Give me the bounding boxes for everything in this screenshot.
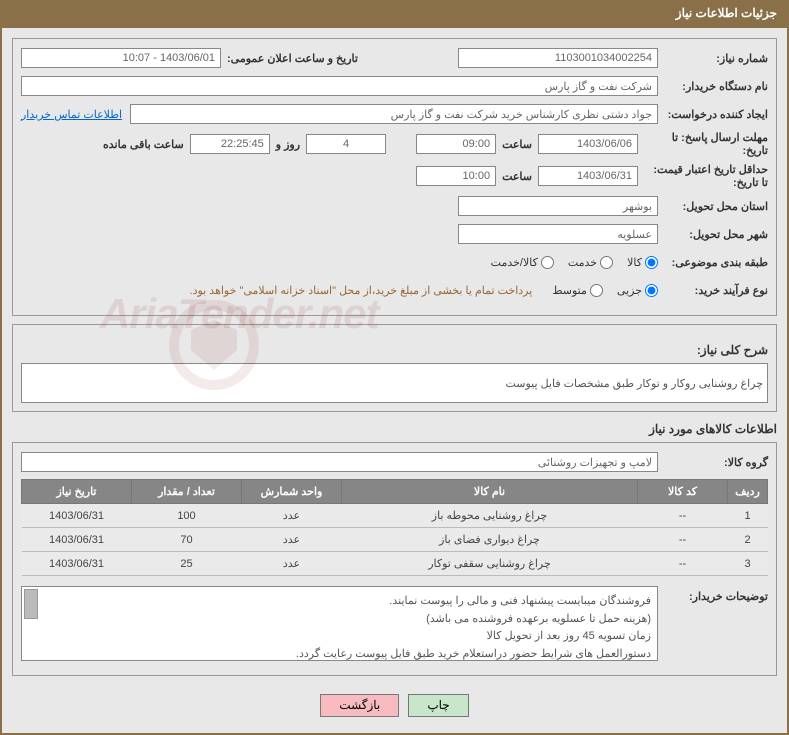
table-row: 1--چراغ روشنایی محوطه بازعدد1001403/06/3… bbox=[22, 504, 768, 528]
creator-value: جواد دشتی نظری کارشناس خرید شرکت نفت و گ… bbox=[130, 104, 658, 124]
th-idx: ردیف bbox=[728, 480, 768, 504]
countdown-time: 22:25:45 bbox=[190, 134, 270, 154]
cell-qty: 70 bbox=[132, 528, 242, 552]
radio-minor[interactable]: جزیی bbox=[617, 284, 658, 297]
validity-label: حداقل تاریخ اعتبار قیمت: تا تاریخ: bbox=[638, 163, 768, 189]
city-value: عسلویه bbox=[458, 224, 658, 244]
cell-unit: عدد bbox=[242, 552, 342, 576]
info-panel: شماره نیاز: 1103001034002254 تاریخ و ساع… bbox=[12, 38, 777, 316]
validity-time: 10:00 bbox=[416, 166, 496, 186]
time-label-1: ساعت bbox=[496, 138, 538, 151]
back-button[interactable]: بازگشت bbox=[320, 694, 399, 717]
th-date: تاریخ نیاز bbox=[22, 480, 132, 504]
table-row: 3--چراغ روشنایی سقفی توکارعدد251403/06/3… bbox=[22, 552, 768, 576]
time-label-2: ساعت bbox=[496, 170, 538, 183]
process-label: نوع فرآیند خرید: bbox=[658, 284, 768, 297]
th-name: نام کالا bbox=[342, 480, 638, 504]
days-remaining: 4 bbox=[306, 134, 386, 154]
cell-qty: 25 bbox=[132, 552, 242, 576]
cell-code: -- bbox=[638, 504, 728, 528]
validity-date: 1403/06/31 bbox=[538, 166, 638, 186]
note-line-3: زمان تسویه 45 روز بعد از تحویل کالا bbox=[28, 628, 651, 646]
remain-label: ساعت باقی مانده bbox=[97, 138, 190, 151]
buyer-value: شرکت نفت و گاز پارس bbox=[21, 76, 658, 96]
cell-date: 1403/06/31 bbox=[22, 504, 132, 528]
cell-qty: 100 bbox=[132, 504, 242, 528]
note-line-4: دستورالعمل های شرایط حضور دراستعلام خرید… bbox=[28, 646, 651, 661]
desc-label: شرح کلی نیاز: bbox=[21, 343, 768, 357]
buyer-notes-label: توضیحات خریدار: bbox=[658, 586, 768, 603]
radio-kala[interactable]: کالا bbox=[627, 256, 658, 269]
buyer-contact-link[interactable]: اطلاعات تماس خریدار bbox=[21, 108, 122, 121]
cell-name: چراغ دیواری فضای باز bbox=[342, 528, 638, 552]
print-button[interactable]: چاپ bbox=[408, 694, 468, 717]
cell-date: 1403/06/31 bbox=[22, 552, 132, 576]
note-line-1: فروشندگان میبایست پیشنهاد فنی و مالی را … bbox=[28, 593, 651, 611]
cell-idx: 1 bbox=[728, 504, 768, 528]
th-qty: تعداد / مقدار bbox=[132, 480, 242, 504]
items-panel: گروه کالا: لامپ و تجهیزات روشنائی ردیف ک… bbox=[12, 442, 777, 676]
cell-unit: عدد bbox=[242, 528, 342, 552]
table-row: 2--چراغ دیواری فضای بازعدد701403/06/31 bbox=[22, 528, 768, 552]
pub-date-value: 1403/06/01 - 10:07 bbox=[21, 48, 221, 68]
cell-idx: 3 bbox=[728, 552, 768, 576]
creator-label: ایجاد کننده درخواست: bbox=[658, 108, 768, 121]
province-label: استان محل تحویل: bbox=[658, 200, 768, 213]
need-no-label: شماره نیاز: bbox=[658, 52, 768, 65]
desc-panel: شرح کلی نیاز: چراغ روشنایی روکار و توکار… bbox=[12, 324, 777, 412]
cell-code: -- bbox=[638, 528, 728, 552]
th-unit: واحد شمارش bbox=[242, 480, 342, 504]
desc-value: چراغ روشنایی روکار و توکار طبق مشخصات فا… bbox=[21, 363, 768, 403]
buyer-notes-box[interactable]: فروشندگان میبایست پیشنهاد فنی و مالی را … bbox=[21, 586, 658, 661]
items-table: ردیف کد کالا نام کالا واحد شمارش تعداد /… bbox=[21, 479, 768, 576]
cell-unit: عدد bbox=[242, 504, 342, 528]
scrollbar-thumb[interactable] bbox=[24, 589, 38, 619]
days-label: روز و bbox=[270, 138, 306, 151]
cell-date: 1403/06/31 bbox=[22, 528, 132, 552]
pub-date-label: تاریخ و ساعت اعلان عمومی: bbox=[221, 52, 364, 65]
need-no-value: 1103001034002254 bbox=[458, 48, 658, 68]
radio-khadamat[interactable]: خدمت bbox=[568, 256, 613, 269]
radio-both[interactable]: کالا/خدمت bbox=[491, 256, 554, 269]
button-row: چاپ بازگشت bbox=[12, 684, 777, 723]
th-code: کد کالا bbox=[638, 480, 728, 504]
cell-name: چراغ روشنایی محوطه باز bbox=[342, 504, 638, 528]
group-label: گروه کالا: bbox=[658, 456, 768, 469]
group-value: لامپ و تجهیزات روشنائی bbox=[21, 452, 658, 472]
payment-note: پرداخت تمام یا بخشی از مبلغ خرید،از محل … bbox=[190, 284, 533, 297]
panel-title: جزئیات اطلاعات نیاز bbox=[0, 0, 789, 26]
cell-name: چراغ روشنایی سقفی توکار bbox=[342, 552, 638, 576]
deadline-label: مهلت ارسال پاسخ: تا تاریخ: bbox=[638, 131, 768, 157]
buyer-label: نام دستگاه خریدار: bbox=[658, 80, 768, 93]
process-radio-group: جزیی متوسط bbox=[552, 284, 658, 297]
category-radio-group: کالا خدمت کالا/خدمت bbox=[491, 256, 658, 269]
deadline-date: 1403/06/06 bbox=[538, 134, 638, 154]
city-label: شهر محل تحویل: bbox=[658, 228, 768, 241]
note-line-2: (هزینه حمل تا عسلویه برعهده فروشنده می ب… bbox=[28, 611, 651, 629]
radio-mid[interactable]: متوسط bbox=[552, 284, 603, 297]
items-title: اطلاعات کالاهای مورد نیاز bbox=[12, 422, 777, 436]
province-value: بوشهر bbox=[458, 196, 658, 216]
category-label: طبقه بندی موضوعی: bbox=[658, 256, 768, 269]
deadline-time: 09:00 bbox=[416, 134, 496, 154]
content-frame: AriaTender.net شماره نیاز: 1103001034002… bbox=[0, 26, 789, 735]
cell-idx: 2 bbox=[728, 528, 768, 552]
cell-code: -- bbox=[638, 552, 728, 576]
